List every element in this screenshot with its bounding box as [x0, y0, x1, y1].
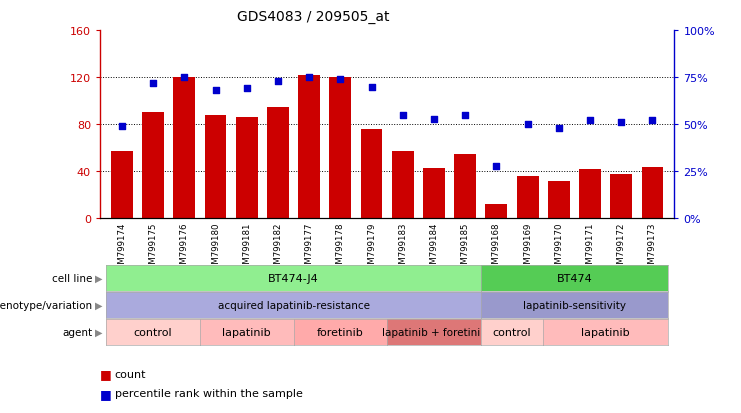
Bar [236, 118, 258, 219]
Text: lapatinib + foretinib: lapatinib + foretinib [382, 327, 486, 337]
Point [147, 80, 159, 87]
Point [647, 118, 659, 124]
Text: count: count [115, 369, 147, 379]
Point [272, 78, 284, 85]
Bar [298, 76, 320, 219]
Bar [548, 181, 570, 219]
Bar [205, 116, 227, 219]
Text: BT474-J4: BT474-J4 [268, 273, 319, 283]
Point [116, 123, 127, 130]
Text: GDS4083 / 209505_at: GDS4083 / 209505_at [237, 10, 390, 24]
Bar [579, 170, 601, 219]
Point [584, 118, 596, 124]
Point [459, 112, 471, 119]
Point [615, 120, 627, 126]
Text: genotype/variation: genotype/variation [0, 300, 93, 310]
Point [397, 112, 409, 119]
Point [303, 75, 315, 81]
Point [553, 126, 565, 132]
Text: ■: ■ [100, 387, 112, 400]
Bar [611, 174, 632, 219]
Text: cell line: cell line [53, 273, 93, 283]
Point [241, 86, 253, 93]
Bar [485, 205, 508, 219]
Text: ▶: ▶ [95, 300, 102, 310]
Bar [142, 113, 164, 219]
Bar [642, 167, 663, 219]
Bar [111, 152, 133, 219]
Bar [454, 154, 476, 219]
Text: acquired lapatinib-resistance: acquired lapatinib-resistance [218, 300, 370, 310]
Bar [173, 78, 195, 219]
Text: lapatinib: lapatinib [582, 327, 630, 337]
Text: ■: ■ [100, 367, 112, 380]
Text: lapatinib-sensitivity: lapatinib-sensitivity [523, 300, 626, 310]
Text: lapatinib: lapatinib [222, 327, 271, 337]
Bar [361, 130, 382, 219]
Text: ▶: ▶ [95, 327, 102, 337]
Bar [330, 78, 351, 219]
Point [210, 88, 222, 95]
Text: control: control [493, 327, 531, 337]
Text: BT474: BT474 [556, 273, 592, 283]
Text: control: control [134, 327, 173, 337]
Text: foretinib: foretinib [317, 327, 364, 337]
Bar [392, 152, 413, 219]
Point [334, 76, 346, 83]
Point [365, 84, 377, 91]
Text: ▶: ▶ [95, 273, 102, 283]
Bar [516, 177, 539, 219]
Point [491, 163, 502, 170]
Point [179, 75, 190, 81]
Point [522, 121, 534, 128]
Point [428, 116, 440, 123]
Bar [423, 169, 445, 219]
Bar [267, 107, 289, 219]
Text: agent: agent [62, 327, 93, 337]
Text: percentile rank within the sample: percentile rank within the sample [115, 388, 303, 398]
